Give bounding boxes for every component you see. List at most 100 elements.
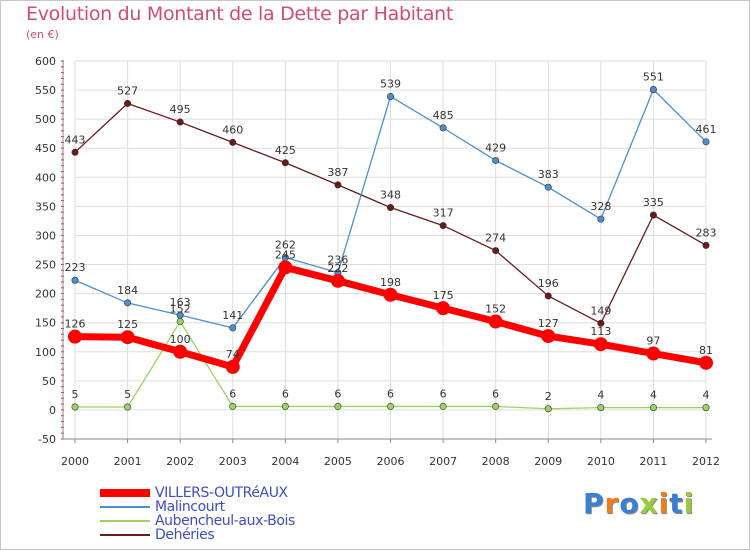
data-point: [439, 402, 447, 410]
data-point: [597, 404, 605, 412]
data-label: 236: [327, 254, 348, 267]
data-point: [176, 118, 184, 126]
data-point: [229, 402, 237, 410]
data-label: 328: [590, 200, 611, 213]
legend-swatch-malincourt: [100, 506, 150, 508]
data-point: [386, 402, 394, 410]
data-point: [225, 359, 240, 374]
data-label: 245: [275, 248, 296, 261]
data-label: 317: [433, 207, 454, 220]
data-point: [702, 241, 710, 249]
data-point: [176, 318, 184, 326]
data-label: 184: [117, 284, 138, 297]
data-point: [597, 319, 605, 327]
y-tick-label: 250: [35, 259, 56, 272]
data-point: [229, 324, 237, 332]
data-point: [439, 222, 447, 230]
data-point: [436, 301, 451, 316]
data-label: 141: [222, 309, 243, 322]
legend-label: Aubencheul-aux-Bois: [155, 513, 295, 529]
data-point: [120, 330, 135, 345]
data-label: 100: [170, 333, 191, 346]
data-point: [702, 138, 710, 146]
x-tick-label: 2012: [692, 455, 720, 468]
legend-swatch-villers: [100, 489, 150, 497]
data-label: 222: [327, 262, 348, 275]
data-label: 495: [170, 103, 191, 116]
x-tick-label: 2005: [324, 455, 352, 468]
data-point: [386, 92, 394, 100]
data-point: [488, 314, 503, 329]
data-label: 152: [485, 303, 506, 316]
data-label: 6: [440, 387, 447, 400]
data-point: [71, 276, 79, 284]
x-tick-label: 2007: [429, 455, 457, 468]
data-point: [71, 148, 79, 156]
data-label: 283: [696, 226, 717, 239]
x-tick-label: 2009: [534, 455, 562, 468]
data-point: [649, 211, 657, 219]
data-point: [229, 138, 237, 146]
data-label: 429: [485, 141, 506, 154]
legend-label: VILLERS-OUTRéAUX: [155, 485, 288, 501]
data-label: 163: [170, 296, 191, 309]
y-tick-label: 350: [35, 200, 56, 213]
data-label: 6: [387, 387, 394, 400]
data-point: [386, 204, 394, 212]
data-label: 5: [72, 388, 79, 401]
data-label: 443: [65, 133, 86, 146]
legend-swatch-aubencheul: [100, 520, 150, 522]
data-label: 539: [380, 77, 401, 90]
data-point: [544, 292, 552, 300]
data-label: 196: [538, 277, 559, 290]
y-tick-label: 300: [35, 229, 56, 242]
data-label: 74: [226, 348, 240, 361]
data-label: 4: [650, 389, 657, 402]
data-point: [593, 337, 608, 352]
y-tick-label: 450: [35, 142, 56, 155]
data-point: [173, 344, 188, 359]
data-label: 125: [117, 318, 138, 331]
data-point: [334, 181, 342, 189]
x-tick-label: 2001: [114, 455, 142, 468]
y-tick-label: 150: [35, 317, 56, 330]
y-tick-label: 50: [42, 375, 56, 388]
data-point: [702, 404, 710, 412]
data-point: [281, 402, 289, 410]
y-tick-label: 400: [35, 171, 56, 184]
data-point: [68, 329, 82, 344]
y-tick-label: 600: [35, 55, 56, 68]
data-point: [439, 124, 447, 132]
data-point: [541, 329, 556, 344]
y-tick-label: 550: [35, 84, 56, 97]
data-point: [281, 159, 289, 167]
proxiti-logo: Proxiti: [583, 487, 695, 520]
y-tick-label: 200: [35, 288, 56, 301]
data-label: 527: [117, 84, 138, 97]
data-point: [278, 260, 293, 275]
data-label: 551: [643, 70, 664, 83]
data-label: 6: [492, 387, 499, 400]
data-point: [124, 299, 132, 307]
data-label: 127: [538, 317, 559, 330]
x-tick-label: 2008: [482, 455, 510, 468]
data-label: 262: [275, 239, 296, 252]
y-tick-label: 100: [35, 346, 56, 359]
data-label: 335: [643, 196, 664, 209]
data-point: [649, 85, 657, 93]
data-point: [71, 403, 79, 411]
data-point: [597, 215, 605, 223]
data-label: 461: [696, 123, 717, 136]
x-tick-label: 2004: [271, 455, 299, 468]
y-tick-label: 0: [49, 404, 56, 417]
data-point: [646, 346, 661, 361]
data-label: 2: [545, 390, 552, 403]
data-label: 223: [65, 261, 86, 274]
data-point: [544, 405, 552, 413]
data-point: [383, 287, 398, 302]
data-label: 97: [646, 335, 660, 348]
x-tick-label: 2002: [166, 455, 194, 468]
data-label: 460: [222, 123, 243, 136]
data-label: 6: [282, 387, 289, 400]
